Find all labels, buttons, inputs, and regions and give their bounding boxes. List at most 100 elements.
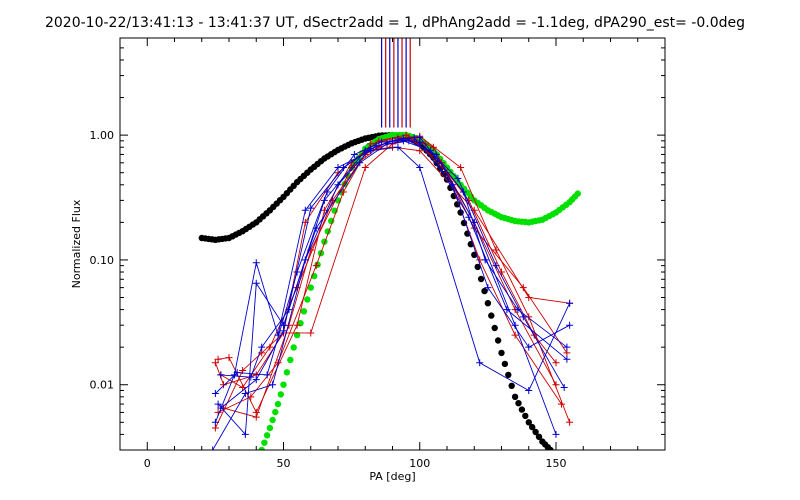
plot-frame	[119, 37, 666, 451]
model-dot-green-model	[307, 284, 314, 291]
model-dot-black-model	[547, 446, 554, 450]
data-point-blue-1	[566, 299, 574, 307]
data-point-blue-6	[399, 134, 407, 142]
data-point-blue-1	[394, 143, 402, 151]
model-dot-green-model	[269, 416, 276, 424]
data-point-blue-3	[217, 371, 225, 379]
data-point-blue-2	[214, 400, 222, 408]
model-dot-green-model	[274, 400, 282, 408]
model-dot-black-model	[488, 312, 495, 319]
series-line-blue-2	[217, 140, 557, 436]
model-dot-green-model	[290, 344, 297, 351]
model-dot-black-model	[511, 393, 519, 400]
plot-area	[198, 38, 581, 450]
data-point-blue-3	[566, 321, 574, 329]
model-dot-black-model	[522, 412, 529, 420]
data-point-blue-6	[372, 142, 380, 150]
model-dot-black-model	[481, 287, 488, 295]
y-tick-label: 0.01	[90, 379, 115, 392]
model-dot-green-model	[283, 369, 291, 376]
model-dot-green-model	[263, 432, 271, 439]
data-point-red-3	[361, 164, 369, 172]
data-point-blue-4	[263, 371, 271, 379]
data-point-blue-6	[416, 133, 424, 141]
data-point-blue-2	[252, 279, 260, 287]
data-point-blue-1	[301, 206, 309, 214]
data-point-red-3	[307, 329, 315, 337]
data-point-blue-5	[209, 446, 217, 450]
data-point-blue-3	[525, 343, 533, 351]
data-point-blue-4	[211, 390, 219, 398]
data-point-red-4	[566, 418, 574, 426]
data-point-blue-5	[241, 390, 249, 398]
data-point-red-5	[239, 384, 247, 392]
data-point-blue-3	[247, 373, 255, 381]
model-dot-black-model	[529, 423, 536, 431]
data-point-red-2	[225, 354, 233, 362]
data-point-blue-5	[334, 181, 342, 189]
model-dot-black-model	[501, 360, 509, 368]
model-dot-green-model	[574, 190, 581, 197]
model-dot-black-model	[484, 300, 492, 307]
data-point-blue-1	[416, 164, 424, 172]
data-point-blue-5	[269, 381, 277, 389]
data-point-blue-4	[563, 355, 571, 363]
model-dot-green-model	[272, 408, 279, 416]
model-dot-black-model	[474, 263, 481, 271]
model-dot-black-model	[525, 419, 532, 426]
model-dot-black-model	[498, 349, 505, 357]
model-dot-green-model	[277, 391, 284, 398]
model-dot-black-model	[515, 400, 522, 407]
series-line-blue-6	[220, 136, 568, 409]
model-dot-green-model	[266, 424, 274, 432]
data-point-blue-4	[350, 150, 358, 158]
data-point-blue-5	[492, 262, 500, 270]
model-dot-black-model	[518, 406, 526, 413]
model-dot-green-model	[300, 308, 308, 315]
series-line-blue-3	[220, 137, 570, 378]
data-point-blue-6	[514, 306, 522, 314]
x-tick-label: 0	[144, 457, 151, 470]
model-dot-green-model	[258, 446, 265, 450]
data-point-red-1	[416, 147, 424, 155]
data-point-blue-6	[459, 188, 467, 196]
y-tick-label: 1.00	[90, 129, 115, 142]
model-dot-green-model	[280, 381, 287, 388]
data-point-red-4	[312, 262, 320, 270]
data-point-blue-2	[552, 430, 560, 438]
model-dot-green-model	[304, 296, 311, 303]
data-point-blue-1	[525, 386, 533, 394]
model-dot-green-model	[287, 356, 294, 364]
data-point-blue-6	[280, 327, 287, 335]
data-point-blue-6	[339, 164, 347, 172]
y-axis-label: Normalized Flux	[70, 199, 83, 288]
data-point-blue-6	[252, 376, 260, 384]
x-tick-label: 50	[277, 457, 291, 470]
data-point-blue-1	[211, 418, 219, 426]
data-point-blue-5	[454, 174, 462, 182]
data-point-red-5	[519, 284, 527, 292]
data-point-blue-2	[241, 430, 249, 438]
series-line-blue-1	[214, 146, 571, 423]
data-point-blue-5	[367, 145, 375, 153]
data-point-red-1	[220, 381, 228, 389]
x-tick-label: 100	[409, 457, 430, 470]
data-point-blue-4	[323, 188, 331, 196]
model-dot-black-model	[508, 382, 515, 389]
data-point-blue-5	[560, 384, 568, 392]
model-dot-black-model	[532, 428, 539, 436]
data-point-blue-5	[301, 256, 309, 264]
data-point-blue-1	[252, 259, 260, 267]
model-dot-green-model	[261, 439, 268, 446]
data-point-blue-6	[217, 404, 225, 412]
data-point-blue-3	[258, 343, 266, 351]
data-point-red-4	[339, 188, 347, 196]
data-point-blue-6	[563, 343, 571, 351]
model-dot-black-model	[477, 275, 485, 283]
data-point-red-5	[266, 343, 274, 351]
data-point-blue-4	[233, 369, 241, 377]
series-line-red-2	[218, 134, 557, 414]
series-line-blue-5	[212, 139, 565, 450]
model-dot-black-model	[505, 371, 512, 379]
